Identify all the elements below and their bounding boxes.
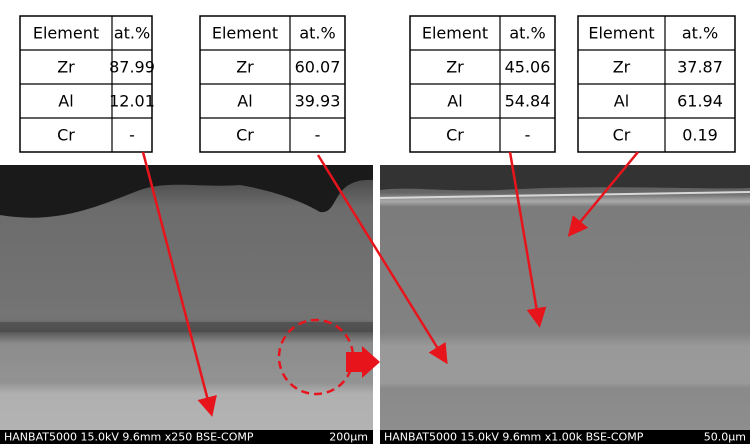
tables: Element at.% Zr 87.99 Al 12.01 Cr - Element at.% Z…: [19, 15, 736, 153]
table-cell: -: [129, 126, 135, 145]
info-bar: [0, 430, 373, 444]
arrow: [316, 154, 448, 365]
table-cell: 45.06: [505, 58, 551, 77]
table-cell: 12.01: [109, 92, 155, 111]
table-cell: at.%: [299, 24, 335, 43]
caption: HANBAT5000 15.0kV 9.6mm x1.00k BSE-COMP: [384, 431, 644, 444]
block-arrow: [346, 346, 380, 378]
sem-image-right: [380, 165, 750, 444]
table-cell: 0.19: [682, 126, 718, 145]
arrow: [141, 151, 217, 417]
table-cell: 37.87: [677, 58, 723, 77]
table-cell: -: [315, 126, 321, 145]
table-cell: Element: [33, 24, 99, 43]
table-cell: Cr: [57, 126, 75, 145]
table-cell: Cr: [236, 126, 254, 145]
table-cell: at.%: [114, 24, 150, 43]
arrow: [508, 151, 547, 328]
sem-dark-region: [0, 165, 373, 218]
table-cell: Al: [237, 92, 252, 111]
table-cell: Al: [614, 92, 629, 111]
table-cell: Al: [447, 92, 462, 111]
table-cell: Element: [588, 24, 654, 43]
table-cell: Zr: [57, 58, 75, 77]
table-cell: Zr: [236, 58, 254, 77]
table-cell: Al: [58, 92, 73, 111]
table-cell: Element: [212, 24, 278, 43]
table-cell: 54.84: [505, 92, 551, 111]
sem-dark-region: [380, 165, 750, 191]
sem-pore-band: [0, 322, 373, 332]
table-cell: Zr: [446, 58, 464, 77]
sem-bright-line: [379, 191, 750, 199]
table-cell: 60.07: [295, 58, 341, 77]
table-cell: 61.94: [677, 92, 723, 111]
table-cell: Cr: [613, 126, 631, 145]
table-cell: at.%: [682, 24, 718, 43]
table-cell: 39.93: [295, 92, 341, 111]
table-cell: 87.99: [109, 58, 155, 77]
table-cell: Element: [422, 24, 488, 43]
table-cell: at.%: [509, 24, 545, 43]
table-cell: -: [525, 126, 531, 145]
scale-label: 200µm: [329, 431, 368, 444]
info-bar: [380, 430, 750, 444]
scale-label: 50.0µm: [704, 431, 746, 444]
table-cell: Zr: [613, 58, 631, 77]
table-cell: Cr: [446, 126, 464, 145]
divider: [373, 165, 380, 444]
arrow: [567, 151, 639, 237]
caption: HANBAT5000 15.0kV 9.6mm x250 BSE-COMP: [4, 431, 254, 444]
